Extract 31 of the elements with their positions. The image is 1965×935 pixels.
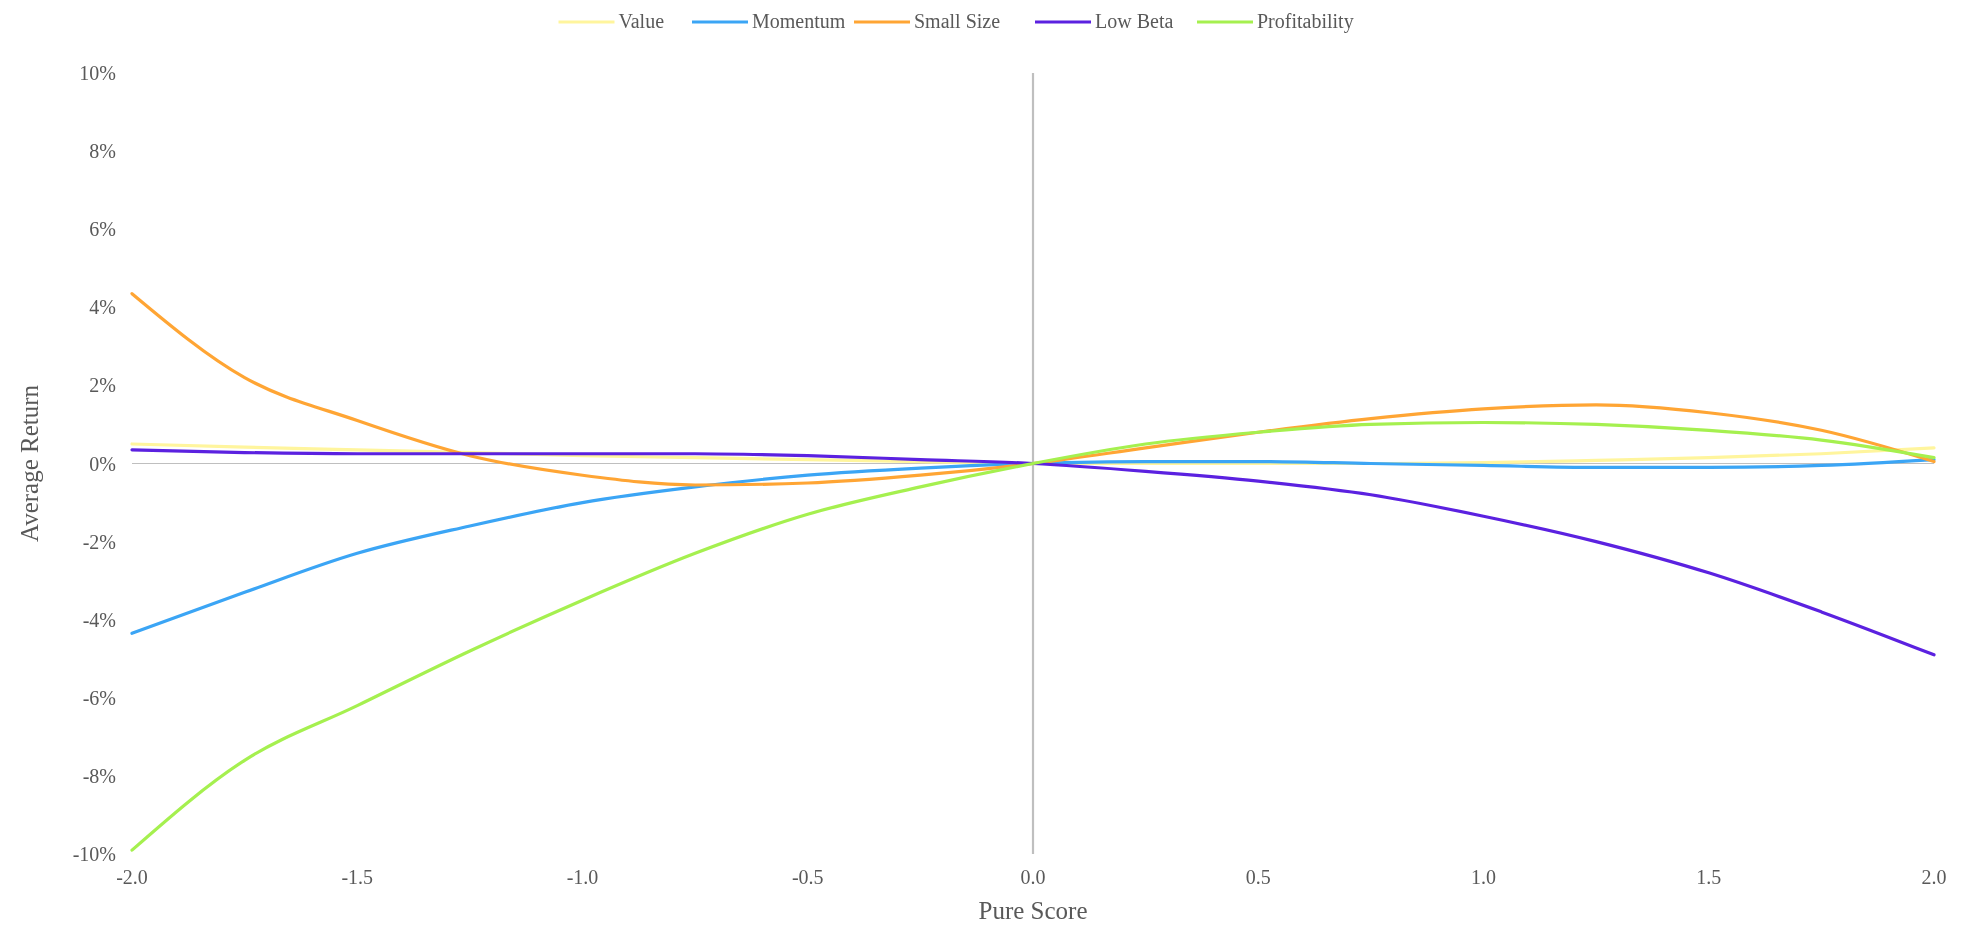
- x-tick-label: -1.5: [341, 866, 374, 888]
- line-series: [130, 420, 1936, 852]
- y-tick-label: -2%: [82, 530, 116, 553]
- x-tick-label: 1.5: [1696, 866, 1722, 888]
- line-series: [130, 448, 1936, 657]
- y-tick-label: -8%: [82, 764, 116, 787]
- y-tick-label: 10%: [79, 62, 116, 84]
- y-tick-label: 0%: [89, 452, 116, 475]
- legend-label: Momentum: [752, 10, 846, 32]
- legend-label: Low Beta: [1095, 10, 1174, 32]
- x-tick-label: 1.0: [1471, 866, 1496, 888]
- x-tick-label: -2.0: [116, 866, 148, 888]
- x-axis-title: Pure Score: [978, 897, 1088, 924]
- x-tick-label: -1.0: [566, 866, 599, 888]
- y-tick-label: -4%: [82, 608, 116, 631]
- y-axis-title: Average Return: [16, 384, 43, 543]
- y-tick-label: 4%: [89, 296, 116, 319]
- y-tick-label: 6%: [89, 218, 116, 241]
- y-tick-label: 8%: [89, 140, 116, 163]
- legend-label: Small Size: [914, 10, 1001, 32]
- x-tick-label: -0.5: [791, 866, 824, 888]
- y-tick-label: 2%: [89, 374, 116, 397]
- x-tick-label: 2.0: [1921, 866, 1947, 888]
- y-tick-label: -6%: [82, 686, 116, 709]
- legend-label: Profitability: [1257, 10, 1354, 33]
- legend-label: Value: [618, 10, 665, 32]
- y-tick-label: -10%: [72, 843, 116, 865]
- line-series: [130, 292, 1936, 487]
- x-tick-label: 0.0: [1020, 866, 1046, 888]
- x-tick-label: 0.5: [1245, 866, 1271, 888]
- line-series: [130, 458, 1936, 635]
